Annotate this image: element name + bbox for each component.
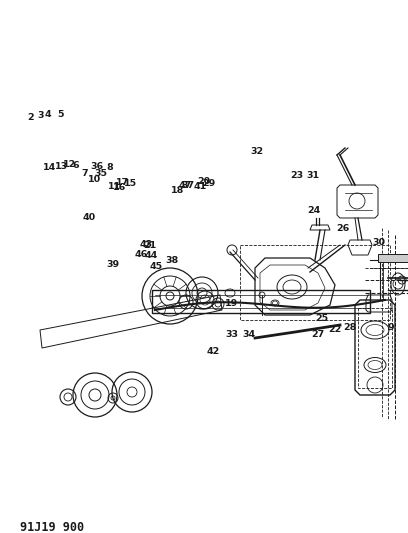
Text: 3: 3 [38,111,44,120]
Text: 2: 2 [27,113,34,122]
Text: 25: 25 [315,314,328,323]
Text: 34: 34 [242,330,255,339]
Text: 39: 39 [107,261,120,269]
Text: 5: 5 [57,110,64,119]
Text: 21: 21 [144,241,157,249]
Text: 16: 16 [113,183,126,192]
Text: 43: 43 [140,240,153,248]
Text: 46: 46 [134,251,147,259]
Text: 91J19 900: 91J19 900 [20,521,84,533]
Text: 8: 8 [106,164,113,172]
Text: 9: 9 [388,324,394,332]
Text: 28: 28 [344,324,357,332]
Text: 31: 31 [307,172,320,180]
Text: 30: 30 [372,238,385,247]
Text: 7: 7 [82,169,88,177]
Text: 15: 15 [124,180,137,188]
Text: 22: 22 [328,325,341,334]
Text: 6: 6 [73,161,79,169]
Text: 42: 42 [206,348,220,356]
Text: 47: 47 [179,181,192,190]
Text: 40: 40 [82,213,95,222]
Text: 18: 18 [171,187,184,195]
Text: 17: 17 [116,178,129,187]
Text: 37: 37 [181,181,194,190]
Text: 32: 32 [251,148,264,156]
Text: 13: 13 [55,162,68,171]
Text: 33: 33 [225,330,238,339]
Text: 4: 4 [45,110,51,119]
Polygon shape [378,254,408,262]
Text: 44: 44 [144,252,157,260]
Text: 23: 23 [290,172,304,180]
Text: 27: 27 [311,330,324,339]
Text: 19: 19 [225,300,238,308]
Text: 38: 38 [166,256,179,264]
Text: 11: 11 [108,182,121,191]
Text: 20: 20 [197,177,211,185]
Text: 26: 26 [336,224,349,232]
Text: 14: 14 [43,164,56,172]
Text: 12: 12 [63,160,76,168]
Text: 36: 36 [91,162,104,171]
Text: 24: 24 [308,206,321,215]
Text: 10: 10 [88,175,101,184]
Text: 45: 45 [149,262,162,271]
Text: 35: 35 [95,169,108,177]
Text: 29: 29 [202,180,215,188]
Text: 41: 41 [193,182,206,191]
